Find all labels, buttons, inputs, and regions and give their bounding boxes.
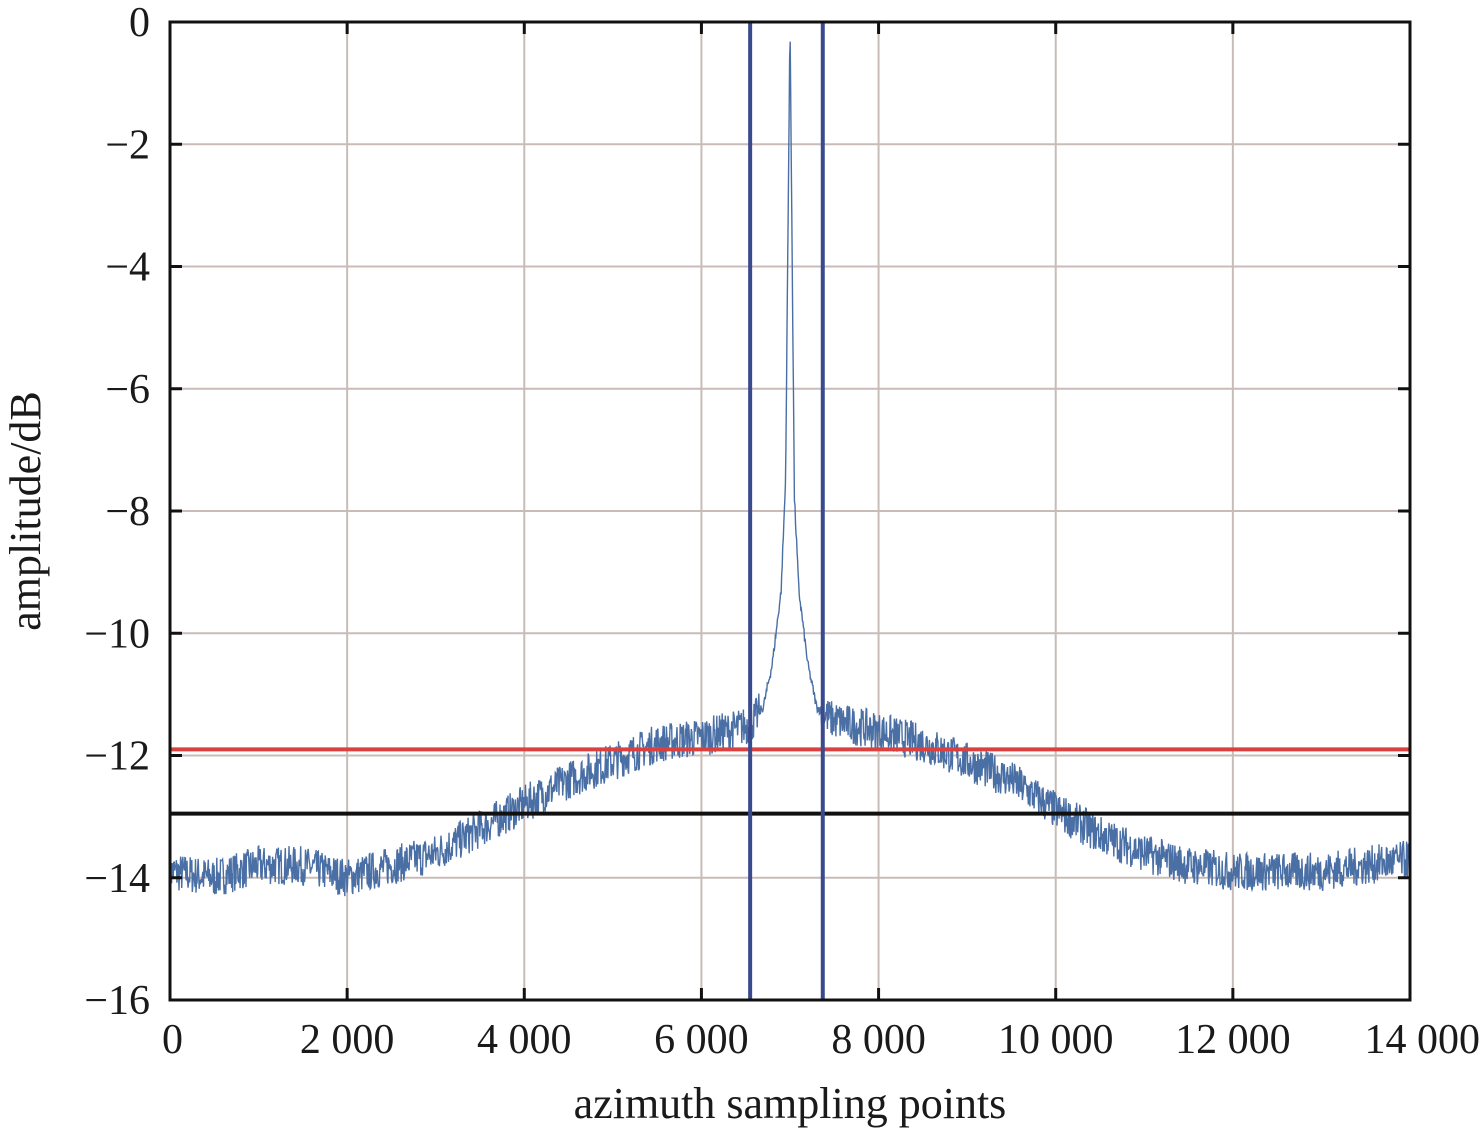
y-tick-label: 0 <box>129 0 150 46</box>
series-line-0 <box>169 41 1411 897</box>
x-tick-label: 4 000 <box>477 1017 572 1063</box>
x-tick-label: 0 <box>162 1017 183 1063</box>
y-tick-label: −12 <box>84 734 150 780</box>
x-axis-title: azimuth sampling points <box>574 1079 1007 1128</box>
x-tick-label: 10 000 <box>998 1017 1114 1063</box>
x-tick-label: 2 000 <box>300 1017 395 1063</box>
ticks: 0 2 000 4 000 6 000 8 000 10 000 12 000 14 000 0… <box>84 0 1480 1063</box>
grid <box>169 21 1411 1001</box>
reference-lines <box>170 22 1410 1000</box>
y-tick-label: −10 <box>84 611 150 657</box>
y-tick-label: −6 <box>105 367 150 413</box>
y-tick-label: −4 <box>105 245 150 291</box>
y-tick-label: −8 <box>105 489 150 535</box>
x-tick-label: 8 000 <box>831 1017 926 1063</box>
y-tick-label: −14 <box>84 856 150 902</box>
x-tick-label: 6 000 <box>654 1017 749 1063</box>
y-tick-label: −16 <box>84 978 150 1024</box>
y-tick-label: −2 <box>105 122 150 168</box>
y-axis-title: amplitude/dB <box>1 391 50 631</box>
series-layer <box>169 41 1411 897</box>
x-tick-label: 14 000 <box>1365 1017 1481 1063</box>
x-tick-label: 12 000 <box>1175 1017 1291 1063</box>
